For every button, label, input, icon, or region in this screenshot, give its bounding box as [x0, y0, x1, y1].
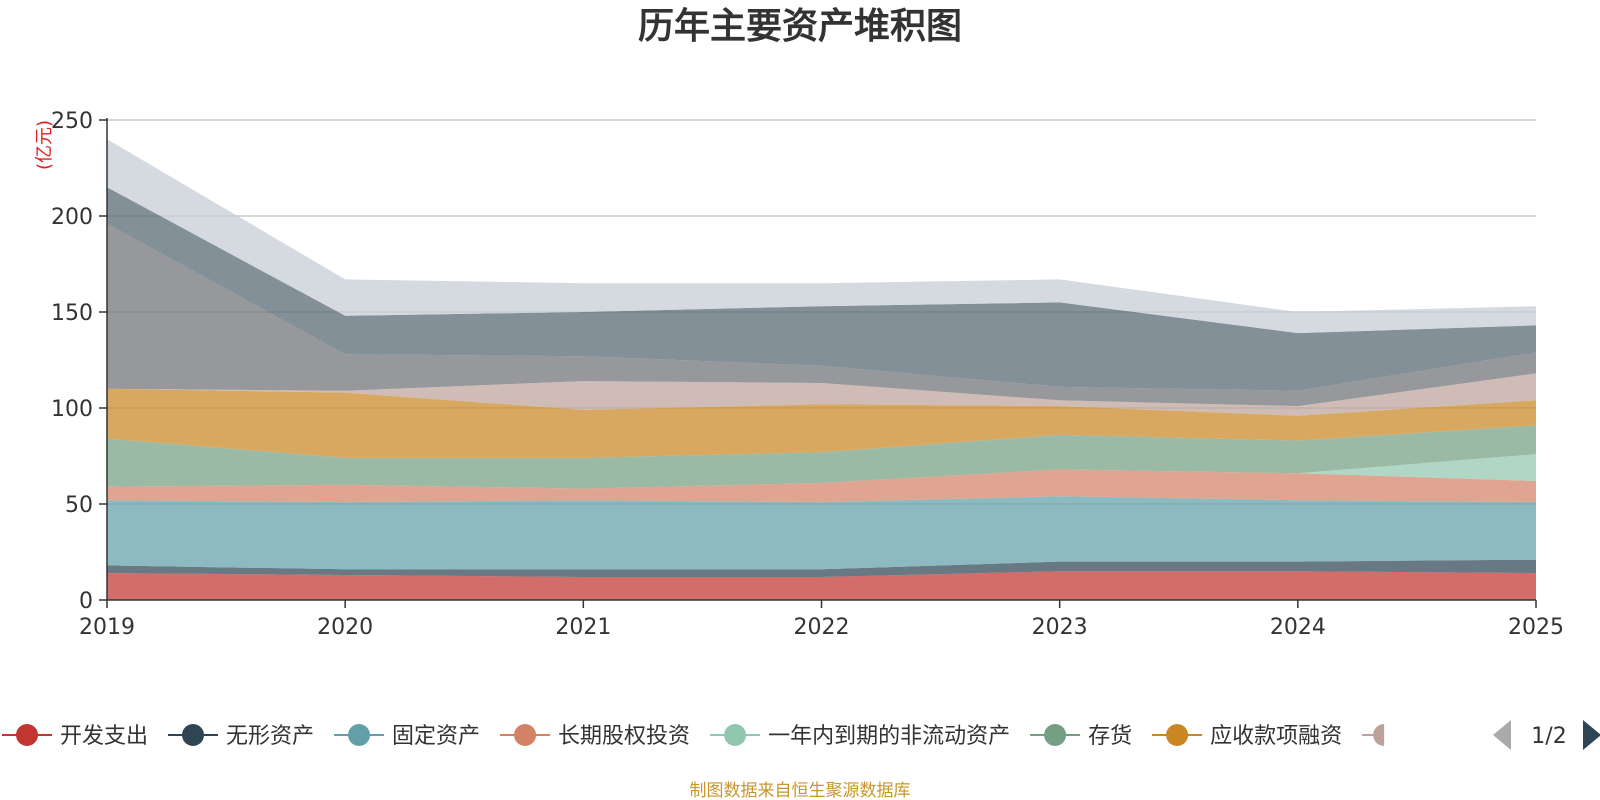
area-series-8 [107, 223, 1536, 407]
area-series-0 [107, 571, 1536, 600]
area-series-7 [107, 373, 1536, 416]
legend-item-partial [1362, 724, 1385, 746]
legend-next-page-icon[interactable] [1583, 720, 1600, 750]
legend-item[interactable]: 一年内到期的非流动资产 [710, 724, 1010, 749]
legend-label: 长期股权投资 [558, 724, 690, 749]
legend-item[interactable]: 长期股权投资 [500, 724, 690, 749]
legend-marker-icon [1373, 724, 1385, 746]
legend-item[interactable]: 开发支出 [2, 724, 148, 749]
area-series-3 [107, 469, 1536, 503]
area-series-6 [107, 388, 1536, 458]
legend-page-indicator: 1/2 [1531, 724, 1566, 749]
area-series [107, 139, 1536, 600]
y-tick-label: 200 [51, 205, 93, 230]
area-series-2 [107, 496, 1536, 570]
data-source-note: 制图数据来自恒生聚源数据库 [690, 781, 911, 800]
x-tick-label: 2020 [317, 615, 373, 640]
x-tick-label: 2019 [79, 615, 135, 640]
y-axis-unit: (亿元) [34, 120, 55, 170]
legend-label: 固定资产 [392, 724, 480, 749]
y-tick-label: 0 [79, 589, 93, 614]
y-tick-label: 100 [51, 397, 93, 422]
x-tick-label: 2023 [1032, 615, 1088, 640]
legend-item[interactable]: 存货 [1030, 724, 1132, 749]
legend-label: 一年内到期的非流动资产 [768, 724, 1010, 749]
legend-label: 存货 [1088, 724, 1132, 749]
legend-marker-icon [514, 724, 537, 746]
x-tick-label: 2021 [555, 615, 611, 640]
legend-marker-icon [724, 724, 747, 746]
legend-marker-icon [16, 724, 38, 746]
area-series-10 [107, 139, 1536, 334]
legend-marker-icon [1166, 724, 1189, 746]
legend: 开发支出 无形资产 固定资产 长期股权投资 一年内到期的非流动资产 存货 应收款项融资 [2, 724, 1385, 749]
legend-prev-page-icon[interactable] [1493, 720, 1511, 750]
legend-marker-icon [1044, 724, 1067, 746]
legend-item[interactable]: 固定资产 [334, 724, 480, 749]
chart-title: 历年主要资产堆积图 [638, 6, 962, 47]
y-tick-label: 50 [65, 493, 93, 518]
legend-label: 应收款项融资 [1210, 724, 1342, 749]
legend-marker-icon [182, 724, 205, 746]
legend-label: 开发支出 [60, 724, 148, 749]
y-tick-label: 150 [51, 301, 93, 326]
x-tick-label: 2025 [1508, 615, 1564, 640]
y-tick-label: 250 [51, 109, 93, 134]
legend-item[interactable]: 应收款项融资 [1152, 724, 1342, 749]
x-tick-label: 2024 [1270, 615, 1326, 640]
axes: 0 50 100 150 200 250 2019 2020 2021 2022 2023 2024 2… [51, 109, 1564, 640]
x-tick-label: 2022 [794, 615, 850, 640]
area-series-5 [107, 425, 1536, 489]
area-series-9 [107, 187, 1536, 391]
legend-pager: 1/2 [1493, 720, 1600, 750]
legend-marker-icon [348, 724, 371, 746]
legend-item[interactable]: 无形资产 [168, 724, 314, 749]
area-series-1 [107, 559, 1536, 577]
legend-label: 无形资产 [226, 724, 314, 749]
